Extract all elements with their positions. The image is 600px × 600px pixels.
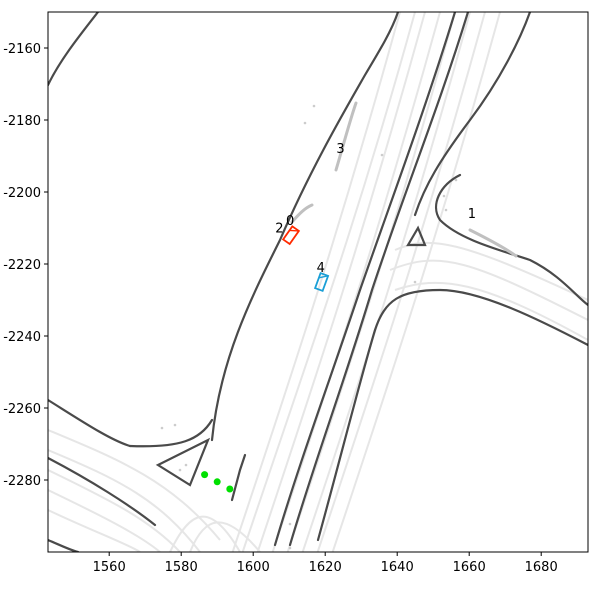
agent-box-0	[281, 225, 301, 246]
agents-layer: 0 1 2 3 4	[275, 142, 476, 293]
x-tick-label: 1580	[165, 560, 198, 575]
agent-label-3: 3	[336, 142, 344, 157]
y-tick-label: -2240	[3, 330, 41, 345]
y-axis: -2160 -2180 -2200 -2220 -2240 -2260 -2280	[3, 42, 48, 489]
y-tick-label: -2280	[3, 474, 41, 489]
waypoints-layer	[201, 471, 234, 493]
waypoint-dot-2	[226, 485, 234, 493]
agent-box-4	[313, 271, 330, 293]
x-tick-label: 1640	[381, 560, 414, 575]
road-boundaries	[48, 12, 588, 552]
x-tick-label: 1560	[93, 560, 126, 575]
x-tick-label: 1600	[237, 560, 270, 575]
y-tick-label: -2180	[3, 114, 41, 129]
axes-frame	[47, 11, 589, 553]
x-axis: 1560 1580 1600 1620 1640 1660 1680	[93, 552, 558, 575]
agent-label-4: 4	[317, 261, 325, 276]
waypoint-dot-1	[213, 478, 221, 486]
x-tick-label: 1660	[453, 560, 486, 575]
agent-label-2: 2	[275, 221, 283, 236]
x-tick-label: 1620	[309, 560, 342, 575]
scatter-dots	[160, 104, 458, 550]
y-tick-label: -2260	[3, 402, 41, 417]
y-tick-label: -2220	[3, 258, 41, 273]
agent-label-1: 1	[468, 207, 476, 222]
y-tick-label: -2200	[3, 186, 41, 201]
y-tick-label: -2160	[3, 42, 41, 57]
x-tick-label: 1680	[525, 560, 558, 575]
waypoint-dot-0	[201, 471, 209, 479]
history-trails	[290, 101, 518, 258]
agent-label-0: 0	[286, 214, 294, 229]
